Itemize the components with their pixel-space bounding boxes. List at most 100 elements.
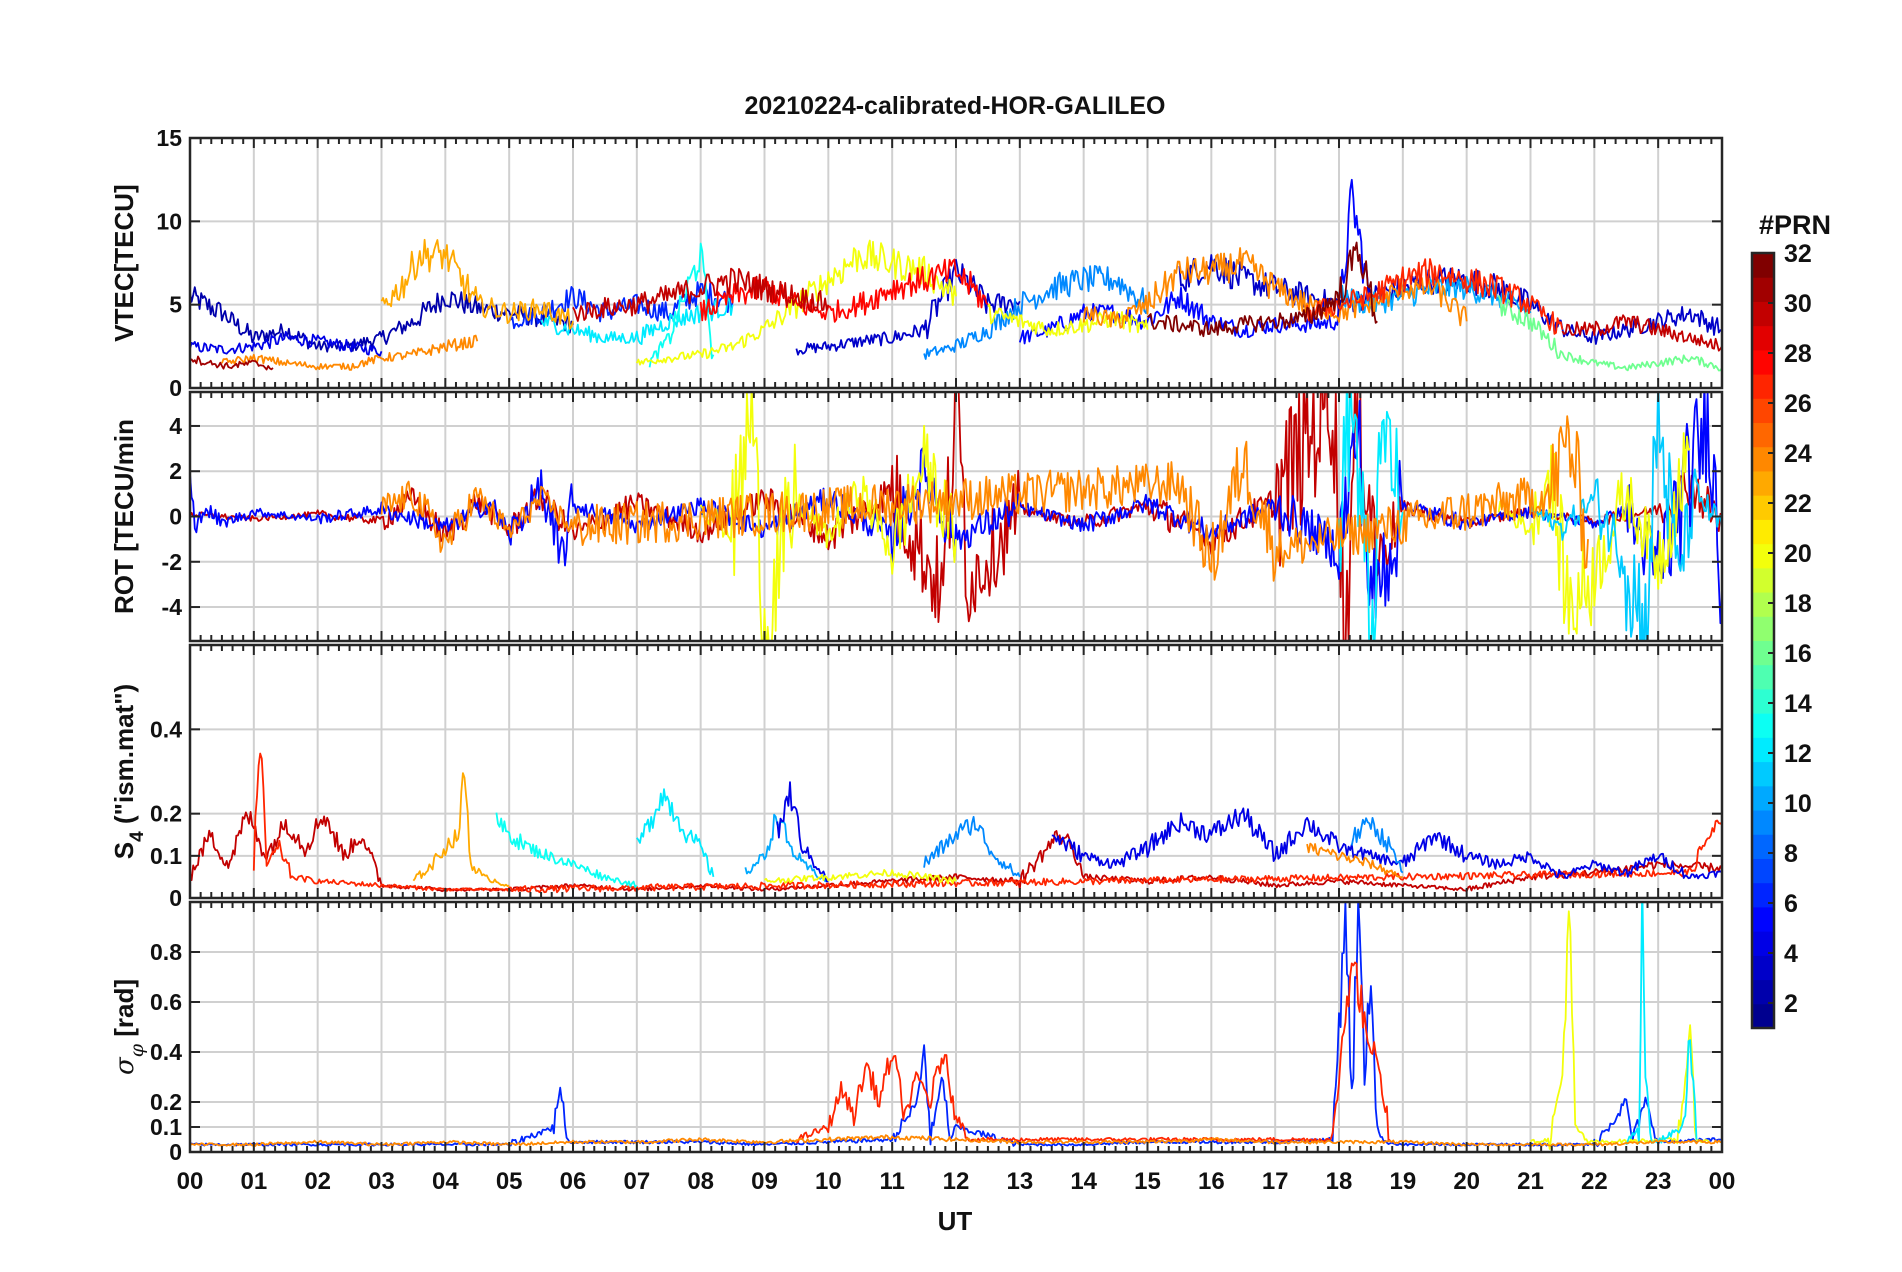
colorbar-band bbox=[1752, 616, 1774, 641]
panel-1: 0 5 10 15 VTEC[TECU] bbox=[109, 125, 1724, 401]
x-tick-label: 08 bbox=[687, 1168, 714, 1195]
colorbar-band bbox=[1752, 470, 1774, 496]
x-tick-label: 00 bbox=[177, 1168, 204, 1195]
y-axis-label: ROT [TECU/min bbox=[109, 419, 139, 614]
series-group bbox=[190, 178, 1722, 372]
y-tick-label: 0.8 bbox=[150, 939, 182, 965]
y-axis-label: S4 ("ism.mat") bbox=[109, 684, 148, 859]
series-line-prn-20 bbox=[1529, 910, 1710, 1150]
y-tick-label: 0.1 bbox=[150, 1114, 182, 1140]
y-tick-label: 5 bbox=[169, 292, 182, 318]
series-line-prn-24 bbox=[1082, 247, 1468, 329]
y-tick-label: 0 bbox=[169, 375, 182, 401]
colorbar-tick-label: 14 bbox=[1784, 690, 1812, 718]
colorbar-band bbox=[1752, 519, 1774, 545]
colorbar-tick-label: 8 bbox=[1784, 840, 1798, 868]
series-line-prn-16 bbox=[1497, 294, 1722, 372]
series-line-prn-27 bbox=[1306, 258, 1564, 335]
x-tick-label: 11 bbox=[879, 1168, 904, 1195]
series-line-prn-12 bbox=[1625, 902, 1698, 1146]
series-line-prn-24 bbox=[221, 334, 479, 371]
colorbar-band bbox=[1752, 688, 1774, 714]
colorbar-band bbox=[1752, 834, 1774, 859]
series-line-prn-9 bbox=[1350, 817, 1404, 874]
y-tick-label: 0 bbox=[169, 504, 182, 530]
panel-2: -4 -2 0 2 4 ROT [TECU/min bbox=[109, 390, 1724, 643]
colorbar-tick-label: 2 bbox=[1784, 990, 1798, 1018]
colorbar-band bbox=[1752, 785, 1774, 811]
series-line-prn-32 bbox=[1146, 241, 1378, 338]
colorbar-band bbox=[1752, 640, 1774, 666]
series-line-prn-28 bbox=[699, 258, 989, 323]
x-tick-label: 05 bbox=[496, 1168, 523, 1195]
colorbar-band bbox=[1752, 1003, 1774, 1029]
x-tick-label: 01 bbox=[240, 1168, 267, 1195]
y-axis-label: VTEC[TECU] bbox=[109, 184, 139, 341]
colorbar-band bbox=[1752, 955, 1774, 981]
y-tick-label: 0.4 bbox=[150, 1039, 182, 1065]
colorbar-band bbox=[1752, 446, 1774, 472]
colorbar-band bbox=[1752, 567, 1774, 593]
colorbar-tick-label: 26 bbox=[1784, 390, 1812, 418]
series-line-prn-24 bbox=[1306, 842, 1404, 879]
colorbar-tick-label: 10 bbox=[1784, 790, 1812, 818]
series-line-prn-12 bbox=[1338, 392, 1404, 641]
colorbar-band bbox=[1752, 713, 1774, 738]
colorbar-tick-label: 30 bbox=[1784, 290, 1812, 318]
y-tick-label: -4 bbox=[162, 594, 183, 620]
x-tick-label: 19 bbox=[1389, 1168, 1416, 1195]
series-line-prn-5 bbox=[190, 392, 1722, 625]
colorbar-band bbox=[1752, 664, 1774, 690]
series-line-prn-10 bbox=[744, 813, 829, 883]
series-line-prn-23 bbox=[380, 238, 574, 330]
panel-3: 0 0.1 0.2 0.4S4 ("ism.mat") bbox=[109, 643, 1724, 911]
y-tick-label: 0 bbox=[169, 885, 182, 911]
series-line-prn-13 bbox=[648, 242, 715, 368]
x-tick-label: 00 bbox=[1709, 1168, 1736, 1195]
x-tick-label: 04 bbox=[432, 1168, 459, 1195]
series-line-prn-4 bbox=[1051, 807, 1722, 880]
series-line-prn-9 bbox=[923, 265, 1149, 360]
colorbar-band bbox=[1752, 277, 1774, 302]
colorbar-band bbox=[1752, 592, 1774, 617]
colorbar-band bbox=[1752, 931, 1774, 956]
panel-4: 00.10.2 0.4 0.6 0.8σφ [rad] bbox=[109, 900, 1724, 1165]
colorbar-band bbox=[1752, 761, 1774, 787]
series-line-prn-31 bbox=[190, 355, 274, 371]
series-line-prn-4 bbox=[190, 330, 383, 357]
y-axis-label: σφ [rad] bbox=[109, 979, 148, 1075]
series-line-prn-27 bbox=[795, 961, 1391, 1144]
x-tick-label: 10 bbox=[815, 1168, 842, 1195]
x-tick-label: 13 bbox=[1006, 1168, 1033, 1195]
y-tick-label: 2 bbox=[169, 458, 182, 484]
series-line-prn-20 bbox=[635, 239, 957, 366]
colorbar-tick-label: 12 bbox=[1784, 740, 1812, 768]
colorbar-tick-label: 20 bbox=[1784, 540, 1812, 568]
colorbar-tick-label: 16 bbox=[1784, 640, 1812, 668]
x-tick-label: 07 bbox=[623, 1168, 650, 1195]
x-tick-label: 12 bbox=[943, 1168, 970, 1195]
colorbar-band bbox=[1752, 858, 1774, 884]
x-tick-label: 02 bbox=[304, 1168, 331, 1195]
y-tick-label: 0.2 bbox=[150, 801, 182, 827]
x-tick-label: 03 bbox=[368, 1168, 395, 1195]
x-tick-label: 09 bbox=[751, 1168, 778, 1195]
x-tick-label: 14 bbox=[1070, 1168, 1097, 1195]
y-tick-label: 0.1 bbox=[150, 843, 182, 869]
x-tick-label: 06 bbox=[560, 1168, 587, 1195]
colorbar-band bbox=[1752, 301, 1774, 327]
colorbar-tick-label: 6 bbox=[1784, 890, 1798, 918]
x-tick-label: 21 bbox=[1517, 1168, 1544, 1195]
series-line-prn-30 bbox=[1561, 314, 1722, 352]
series-line-prn-3 bbox=[795, 259, 1021, 356]
colorbar-tick-label: 22 bbox=[1784, 490, 1812, 518]
series-line-prn-20 bbox=[1497, 432, 1691, 635]
colorbar-band bbox=[1752, 810, 1774, 835]
series-line-prn-30 bbox=[572, 267, 830, 322]
y-tick-label: 10 bbox=[156, 208, 182, 234]
x-axis-label: UT bbox=[938, 1206, 973, 1236]
x-tick-label: 20 bbox=[1453, 1168, 1480, 1195]
